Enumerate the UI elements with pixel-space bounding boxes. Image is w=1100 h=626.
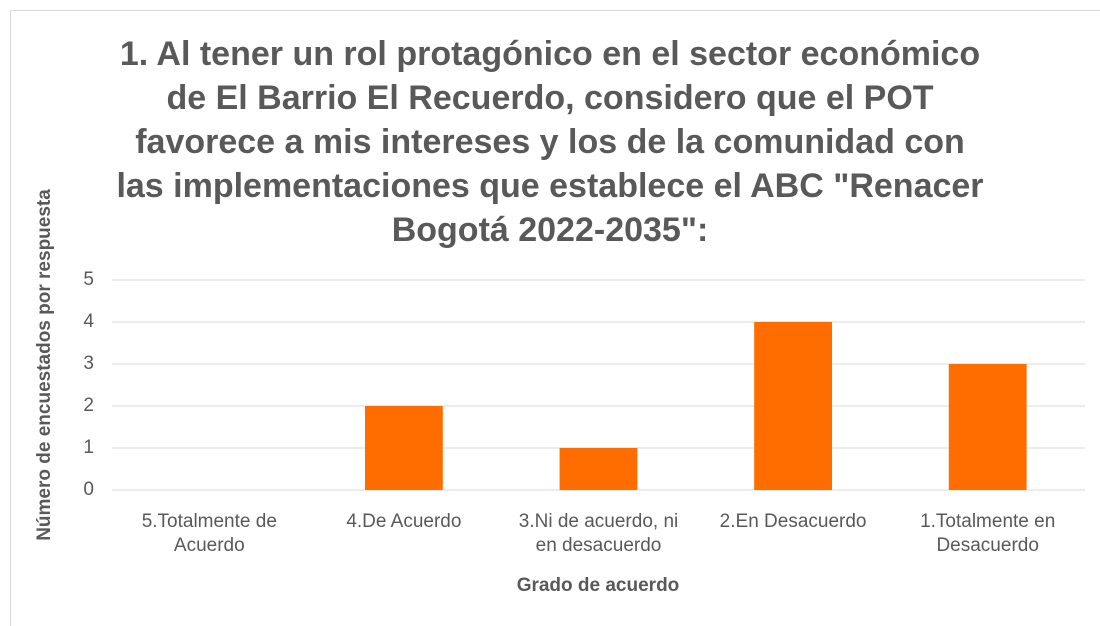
- bar: [754, 322, 833, 490]
- x-tick-label: 1.Totalmente en Desacuerdo: [920, 511, 1056, 556]
- y-tick-label: 4: [83, 311, 94, 332]
- x-tick-label: 3.Ni de acuerdo, ni en desacuerdo: [518, 511, 679, 556]
- y-tick-label: 2: [83, 395, 94, 416]
- x-tick-label: 4.De Acuerdo: [346, 511, 462, 532]
- bar: [948, 364, 1027, 490]
- y-axis-title: Número de encuestados por respuesta: [34, 189, 55, 541]
- y-tick-label: 1: [83, 437, 94, 458]
- frame: [10, 10, 1100, 626]
- bar: [364, 406, 443, 490]
- x-tick-label: 5.Totalmente de Acuerdo: [141, 511, 277, 556]
- bar: [559, 448, 638, 490]
- y-tick-label: 3: [83, 353, 94, 374]
- x-axis-title: Grado de acuerdo: [517, 575, 680, 596]
- x-tick-label: 2.En Desacuerdo: [719, 511, 867, 532]
- chart-title: 1. Al tener un rol protagónico en el sec…: [116, 35, 984, 249]
- y-tick-label: 5: [83, 269, 94, 290]
- y-tick-label: 0: [83, 479, 94, 500]
